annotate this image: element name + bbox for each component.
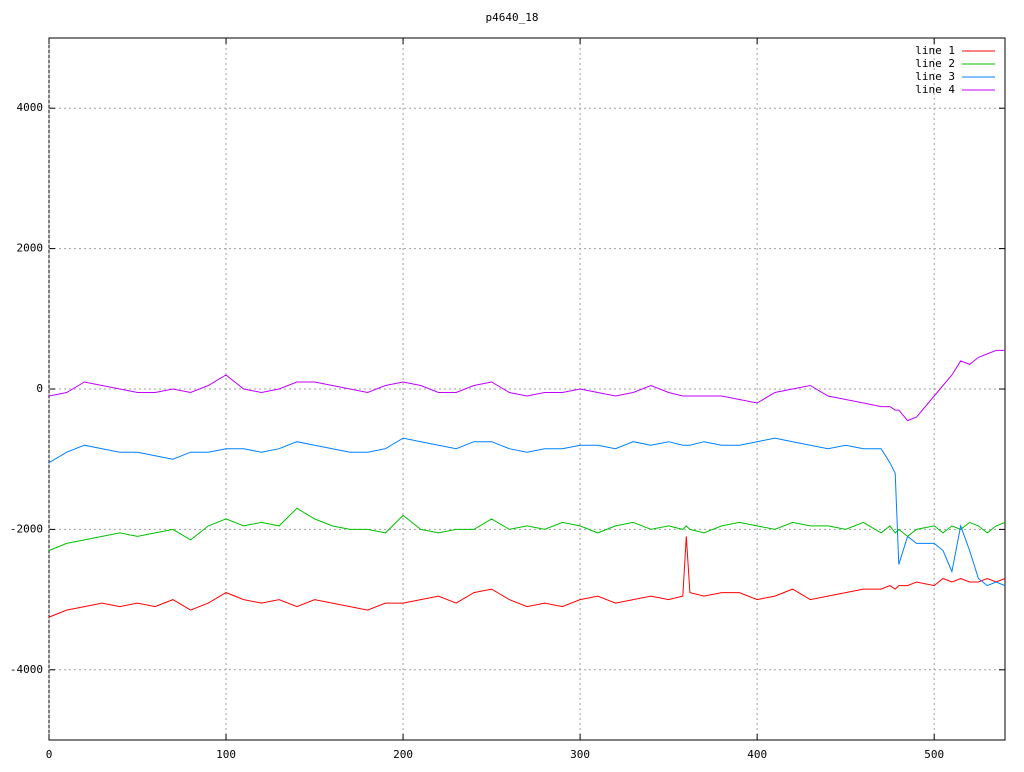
data-line — [48, 437, 1006, 587]
legend-label: line 3 — [915, 70, 955, 83]
legend-label: line 4 — [915, 83, 955, 96]
y-tick-label: 0 — [36, 382, 43, 395]
legend-label: line 1 — [915, 44, 955, 57]
data-line — [48, 349, 1005, 422]
plot-frame — [48, 37, 1006, 741]
y-tick-label: 4000 — [17, 101, 44, 114]
data-line — [48, 536, 1006, 618]
data-line — [48, 507, 1006, 551]
y-tick-label: -2000 — [10, 522, 43, 535]
legend-label: line 2 — [915, 57, 955, 70]
x-tick-label: 400 — [747, 748, 767, 761]
x-tick-label: 0 — [46, 748, 53, 761]
chart-title: p4640_18 — [486, 11, 539, 24]
x-tick-label: 500 — [924, 748, 944, 761]
x-tick-label: 100 — [216, 748, 236, 761]
y-tick-label: -4000 — [10, 663, 43, 676]
x-tick-label: 200 — [393, 748, 413, 761]
y-tick-label: 2000 — [17, 242, 44, 255]
x-tick-label: 300 — [570, 748, 590, 761]
